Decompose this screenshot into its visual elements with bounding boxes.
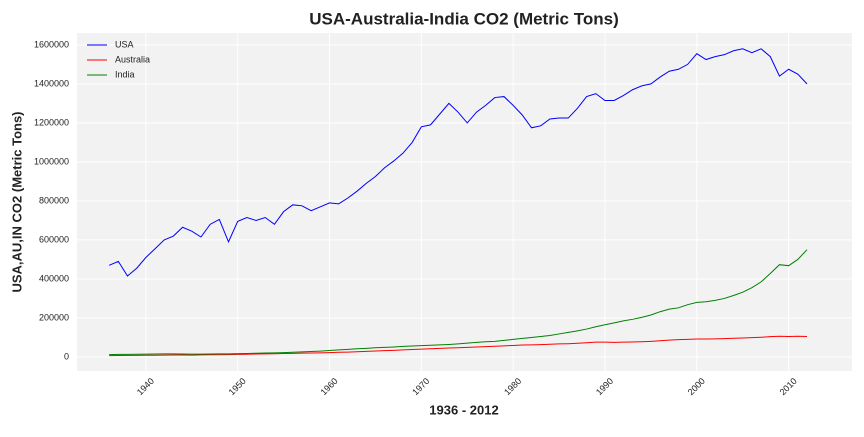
- y-tick-label: 1400000: [34, 78, 69, 88]
- legend-label: India: [115, 69, 135, 79]
- series-line: [109, 335, 808, 357]
- series-line: [108, 48, 808, 277]
- x-tick-label: 1950: [227, 376, 248, 397]
- x-tick-label: 1970: [410, 376, 431, 397]
- y-tick-label: 1600000: [34, 39, 69, 49]
- y-tick-label: 1200000: [34, 117, 69, 127]
- x-tick-label: 2000: [686, 376, 707, 397]
- legend-label: USA: [115, 39, 134, 49]
- y-tick-label: 800000: [39, 195, 69, 205]
- chart-title: USA-Australia-India CO2 (Metric Tons): [309, 9, 619, 28]
- x-tick-label: 1980: [502, 376, 523, 397]
- x-tick-label: 1960: [318, 376, 339, 397]
- x-axis-label: 1936 - 2012: [429, 402, 498, 417]
- y-tick-label: 1000000: [34, 156, 69, 166]
- x-tick-label: 1990: [594, 376, 615, 397]
- y-tick-label: 400000: [39, 273, 69, 283]
- x-tick-label: 1940: [135, 376, 156, 397]
- plot-area: [77, 33, 852, 371]
- y-tick-label: 0: [64, 351, 69, 361]
- series-line: [109, 249, 808, 356]
- y-axis-label: USA,AU,IN CO2 (Metric Tons): [9, 111, 24, 292]
- x-tick-label: 2010: [778, 376, 799, 397]
- y-tick-label: 600000: [39, 234, 69, 244]
- legend-label: Australia: [115, 54, 150, 64]
- y-tick-label: 200000: [39, 312, 69, 322]
